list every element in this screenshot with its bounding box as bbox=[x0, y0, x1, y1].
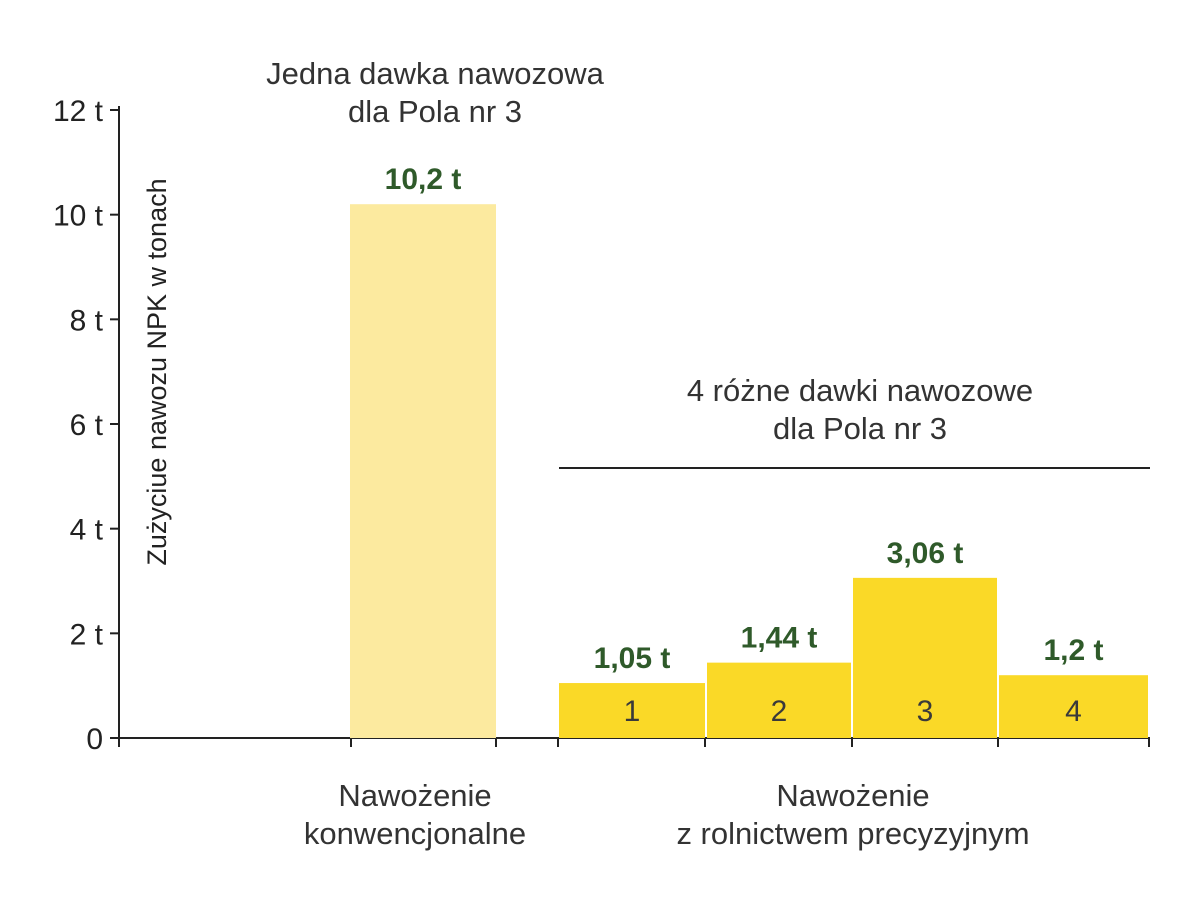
group-annotation: Jedna dawka nawozowa bbox=[266, 56, 605, 91]
y-tick-label: 6 t bbox=[70, 409, 104, 442]
category-label: Nawożenie bbox=[338, 778, 491, 813]
bars bbox=[350, 204, 1148, 738]
bar-value-label: 1,05 t bbox=[594, 642, 671, 675]
y-tick-label: 12 t bbox=[53, 95, 104, 128]
group-annotation: dla Pola nr 3 bbox=[773, 411, 947, 446]
bar-number-label: 1 bbox=[624, 695, 641, 728]
bar bbox=[853, 577, 997, 738]
group-annotation: dla Pola nr 3 bbox=[348, 94, 522, 129]
category-label: Nawożenie bbox=[776, 778, 929, 813]
bar-value-label: 1,44 t bbox=[741, 622, 818, 655]
bar bbox=[559, 683, 705, 738]
bar-number-label: 2 bbox=[771, 695, 788, 728]
y-tick-label: 4 t bbox=[70, 514, 104, 547]
bar-value-label: 1,2 t bbox=[1043, 634, 1103, 667]
group-annotation: 4 różne dawki nawozowe bbox=[687, 373, 1033, 408]
bar bbox=[999, 675, 1148, 738]
y-axis-label: Zużyciue nawozu NPK w tonach bbox=[142, 178, 172, 565]
y-tick-label: 10 t bbox=[53, 200, 104, 233]
y-tick-label: 2 t bbox=[70, 618, 104, 651]
axes: 0 2 t 4 t 6 t 8 t 10 t 12 t bbox=[53, 95, 1150, 756]
bar-value-label: 3,06 t bbox=[887, 537, 964, 570]
y-tick-label: 8 t bbox=[70, 304, 104, 337]
bar bbox=[707, 662, 851, 738]
bar bbox=[350, 204, 496, 738]
bar-number-label: 4 bbox=[1065, 695, 1082, 728]
category-label: konwencjonalne bbox=[304, 816, 526, 851]
bar-value-label: 10,2 t bbox=[385, 163, 462, 196]
bar-number-label: 3 bbox=[917, 695, 934, 728]
category-label: z rolnictwem precyzyjnym bbox=[676, 816, 1029, 851]
y-tick-label: 0 bbox=[86, 723, 103, 756]
